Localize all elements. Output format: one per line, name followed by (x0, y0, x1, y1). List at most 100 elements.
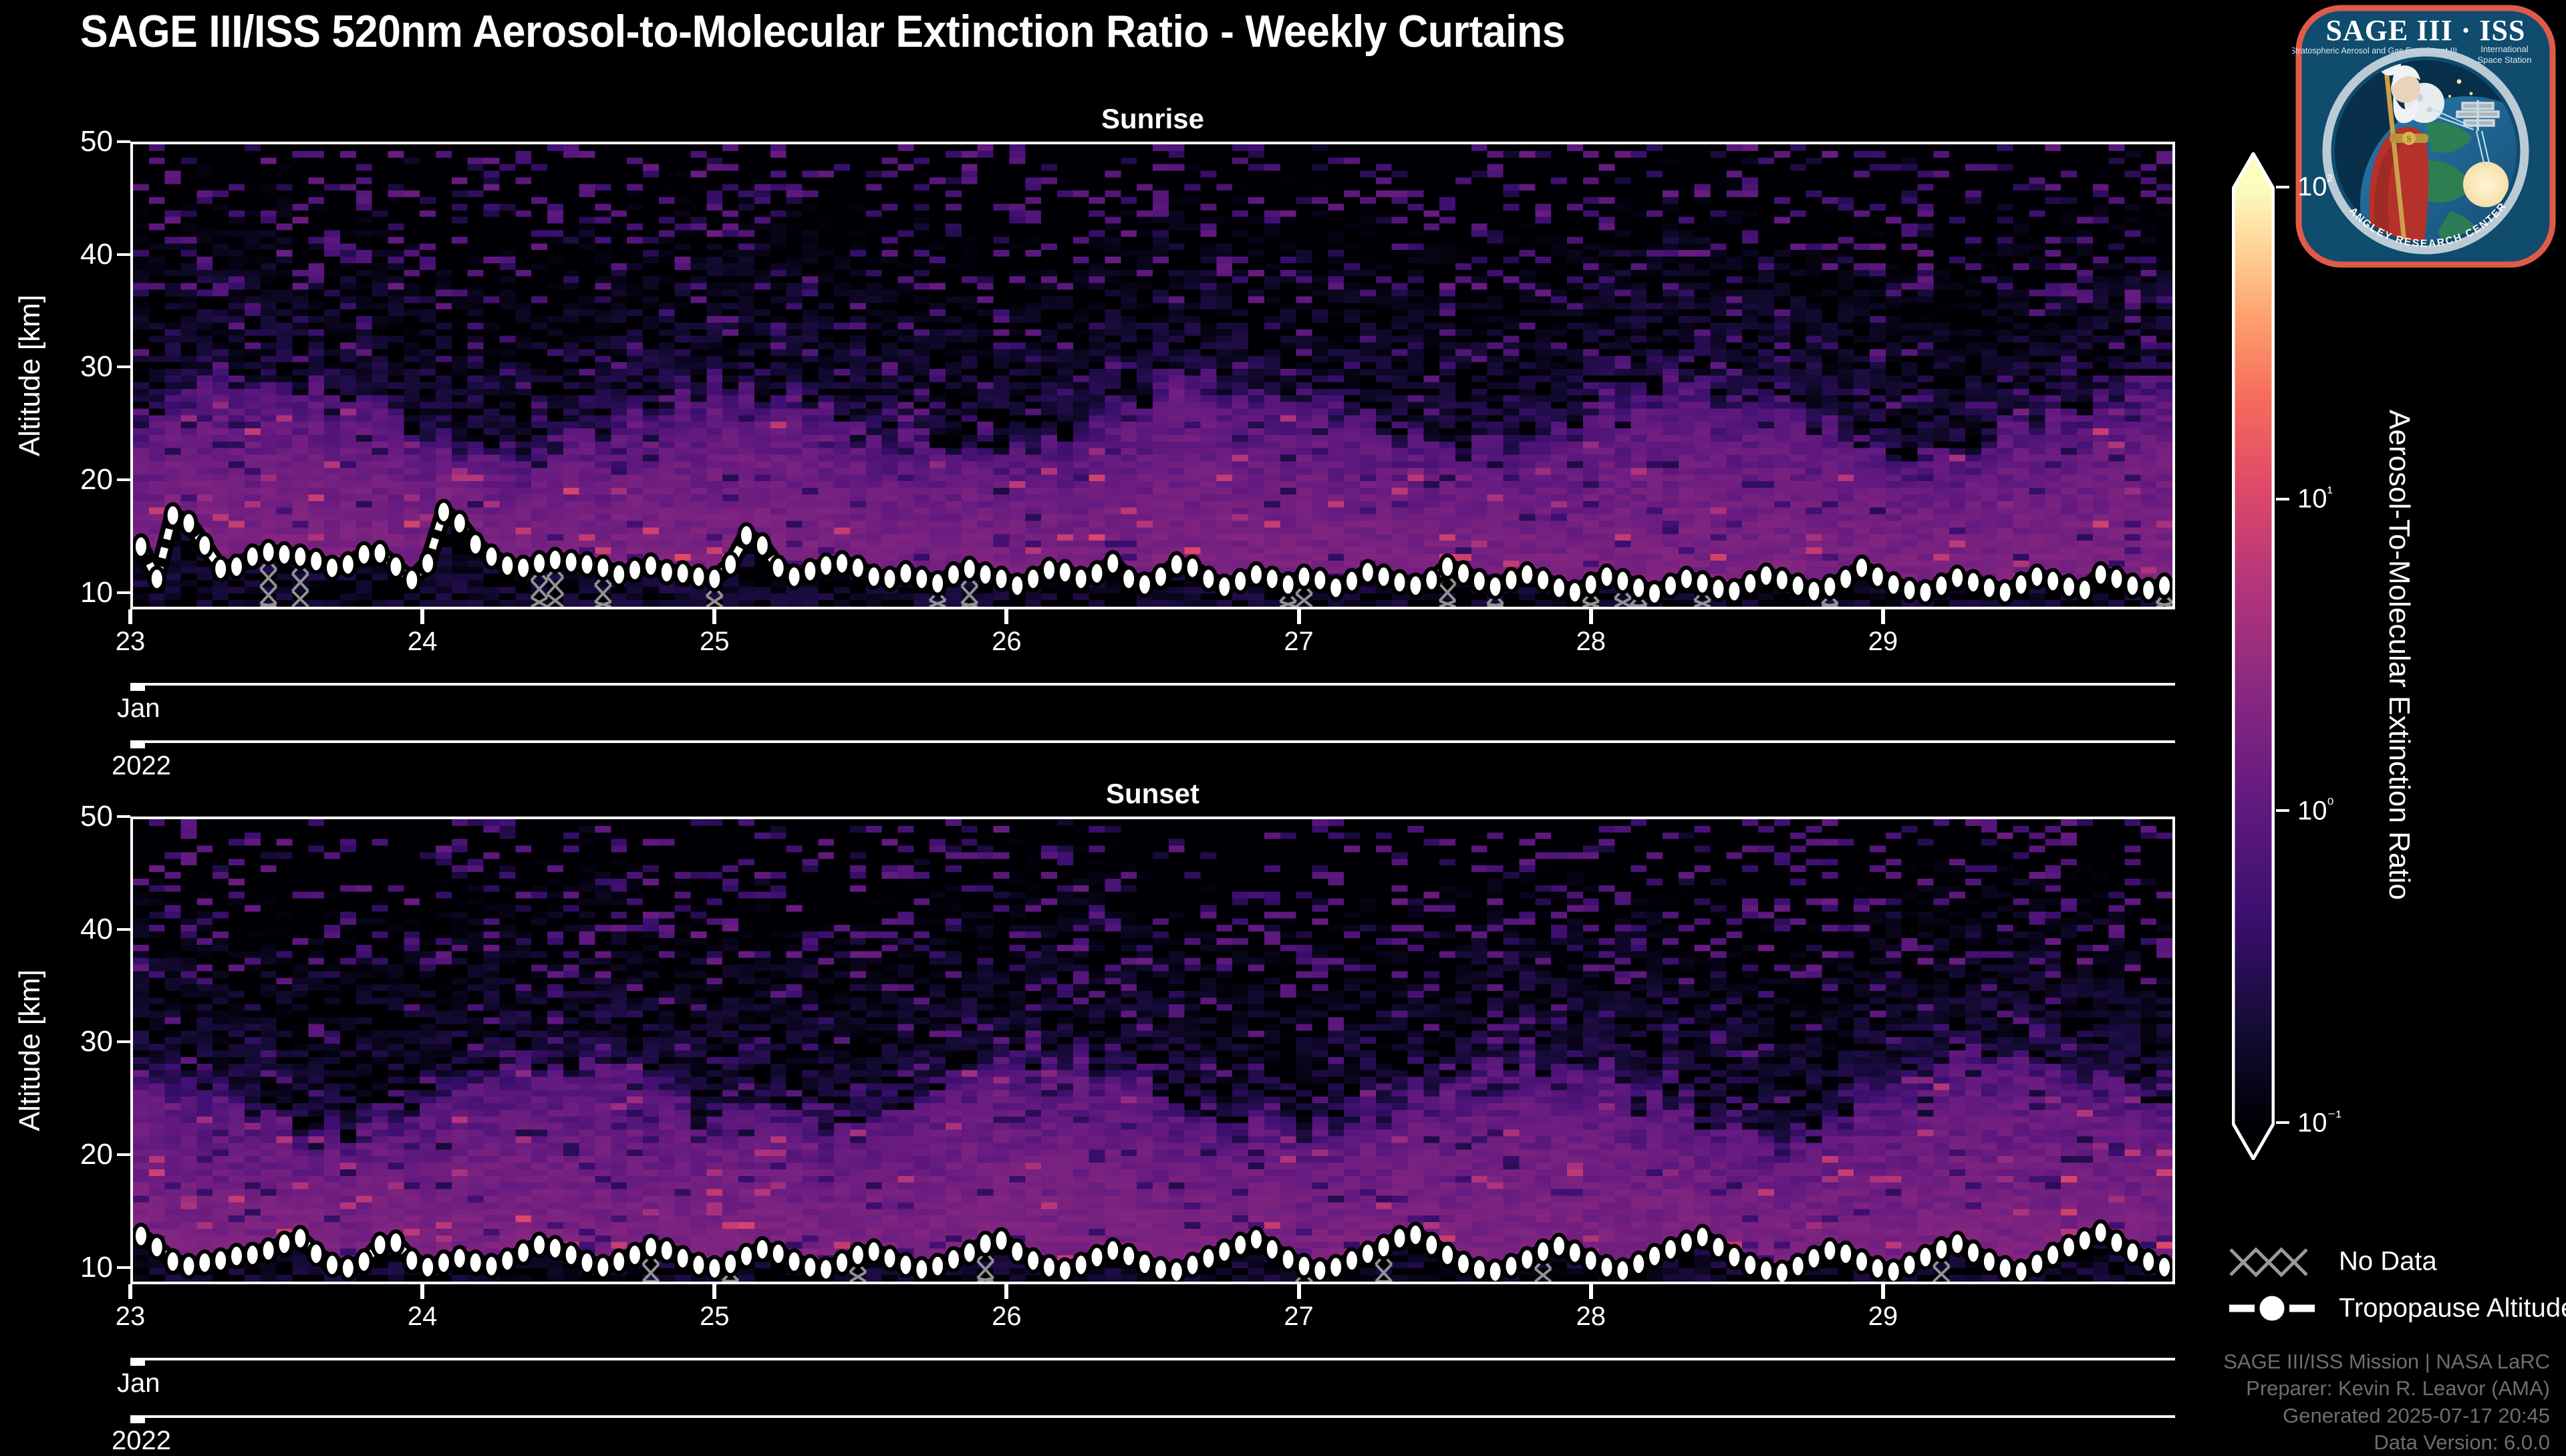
panel-sunset: Sunset (130, 778, 2175, 1284)
panel-sunrise-title: Sunrise (1101, 103, 1205, 134)
x-tier-label-year: 2022 (112, 751, 171, 780)
x-tier-label-month: Jan (117, 694, 160, 723)
y-tick-label: 10 (80, 1250, 113, 1284)
y-tick-mark (117, 1153, 130, 1157)
x-tick-mark (128, 1284, 132, 1299)
x-tick-mark (1004, 1284, 1009, 1299)
overlay-sunset (133, 819, 2172, 1282)
panel-sunset-title: Sunset (1105, 778, 1200, 809)
footer-line: SAGE III/ISS Mission | NASA LaRC (2223, 1350, 2550, 1373)
x-tick-mark (1880, 1284, 1885, 1299)
axes-sunrise (130, 142, 2175, 609)
x-tier-line-year (130, 1415, 2175, 1418)
x-tier-tick-month (130, 1358, 145, 1366)
x-tick-mark (420, 609, 425, 624)
colorbar-tick-mark (2276, 809, 2289, 813)
legend-label-tropopause: Tropopause Altitude (2339, 1293, 2566, 1323)
svg-text:SAGE III · ISS: SAGE III · ISS (2326, 14, 2526, 47)
x-tier-label-month: Jan (117, 1368, 160, 1398)
x-tick-mark (420, 1284, 425, 1299)
y-tick-label: 40 (80, 237, 113, 271)
y-tick-label: 40 (80, 912, 113, 945)
panel-sunrise: Sunrise (130, 103, 2175, 609)
colorbar-label: Aerosol-To-Molecular Extinction Ratio (2383, 410, 2416, 900)
svg-text:International: International (2480, 44, 2529, 54)
footer-line: Data Version: 6.0.0 (2374, 1430, 2550, 1454)
x-tick-mark (1588, 609, 1593, 624)
x-tick-mark (1296, 609, 1301, 624)
colorbar-tick-label: 10¹ (2297, 483, 2333, 514)
y-tick-mark (117, 1040, 130, 1044)
y-tick-label: 10 (80, 575, 113, 609)
svg-text:S: S (2406, 134, 2411, 144)
x-tier-tick-year (130, 1415, 145, 1423)
colorbar-tick-mark (2276, 1121, 2289, 1124)
x-tick-label: 25 (700, 627, 730, 656)
colorbar-tick-mark (2276, 186, 2289, 188)
colorbar (2232, 152, 2275, 1160)
x-tick-label: 23 (115, 627, 146, 656)
x-tick-mark (1296, 1284, 1301, 1299)
footer-line: Preparer: Kevin R. Leavor (AMA) (2246, 1376, 2550, 1401)
y-tick-mark (117, 1266, 130, 1269)
colorbar-tick-label: 10⁰ (2297, 796, 2334, 826)
legend-item-no-data: No Data (2225, 1243, 2559, 1280)
x-tick-label: 29 (1868, 1302, 1898, 1331)
x-tick-label: 26 (992, 627, 1022, 656)
y-tick-mark (117, 478, 130, 482)
page-title: SAGE III/ISS 520nm Aerosol-to-Molecular … (80, 6, 1566, 57)
y-tick-mark (117, 366, 130, 369)
x-tier-line-year (130, 740, 2175, 743)
footer-credits: SAGE III/ISS Mission | NASA LaRC Preparer… (2223, 1348, 2550, 1456)
sage-iii-iss-mission-patch-logo: SAGE III · ISS Stratospheric Aerosol and … (2292, 3, 2559, 270)
y-tick-mark (117, 591, 130, 594)
x-tier-tick-year (130, 740, 145, 748)
x-tier-line-month (130, 683, 2175, 686)
hatch-cross-icon (2225, 1243, 2325, 1280)
y-tick-label: 30 (80, 350, 113, 384)
y-tick-label: 50 (80, 800, 113, 833)
x-tier-tick-month (130, 683, 145, 691)
y-tick-mark (117, 140, 130, 143)
heatmap-sunset (133, 819, 2172, 1282)
dashed-dot-line-icon (2225, 1290, 2325, 1327)
x-tick-label: 24 (407, 627, 438, 656)
x-tick-label: 28 (1576, 1302, 1606, 1331)
x-tick-label: 27 (1284, 1302, 1314, 1331)
x-tick-mark (712, 609, 717, 624)
axes-sunset (130, 817, 2175, 1284)
colorbar-tick-label: 10² (2297, 172, 2333, 202)
x-tick-mark (1880, 609, 1885, 624)
x-tick-label: 29 (1868, 627, 1898, 656)
y-tick-mark (117, 927, 130, 931)
x-tick-label: 23 (115, 1302, 146, 1331)
y-tick-label: 30 (80, 1025, 113, 1058)
x-tick-mark (1588, 1284, 1593, 1299)
legend-item-tropopause: Tropopause Altitude (2225, 1290, 2566, 1327)
x-tick-label: 28 (1576, 627, 1606, 656)
x-tick-mark (128, 609, 132, 624)
x-tick-label: 27 (1284, 627, 1314, 656)
overlay-sunrise (133, 144, 2172, 607)
footer-line: Generated 2025-07-17 20:45 (2283, 1403, 2550, 1427)
x-tier-label-year: 2022 (112, 1426, 171, 1455)
colorbar-tick-label: 10⁻¹ (2297, 1108, 2341, 1138)
y-tick-label: 20 (80, 1138, 113, 1171)
x-tick-label: 25 (700, 1302, 730, 1331)
y-tick-label: 20 (80, 463, 113, 496)
y-tick-mark (117, 253, 130, 256)
x-tick-label: 24 (407, 1302, 438, 1331)
y-axis-label: Altitude [km] (13, 294, 46, 457)
x-tier-line-month (130, 1358, 2175, 1360)
legend-label-no-data: No Data (2339, 1246, 2437, 1276)
x-tick-mark (1004, 609, 1009, 624)
colorbar-tick-mark (2276, 497, 2289, 500)
y-tick-mark (117, 815, 130, 818)
legend: No Data Tropopause Altitude (2225, 1243, 2566, 1336)
svg-text:Space Station: Space Station (2478, 55, 2532, 65)
x-tick-label: 26 (992, 1302, 1022, 1331)
y-axis-label: Altitude [km] (13, 969, 46, 1132)
x-tick-mark (712, 1284, 717, 1299)
y-tick-label: 50 (80, 125, 113, 158)
